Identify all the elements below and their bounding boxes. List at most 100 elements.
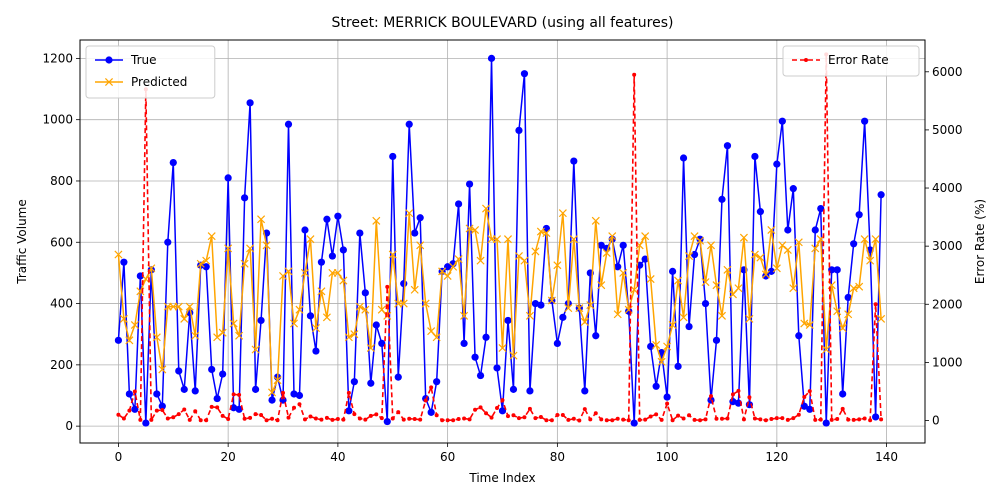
true-point — [701, 299, 710, 308]
predicted-point — [706, 241, 716, 250]
predicted-point — [553, 261, 562, 270]
error-rate-point — [313, 416, 318, 421]
error-rate-point — [846, 417, 851, 422]
predicted-point — [388, 250, 397, 259]
true-point — [224, 174, 232, 182]
true-point — [817, 204, 825, 213]
x-tick-label: 60 — [440, 450, 455, 464]
predicted-point — [125, 336, 134, 345]
error-rate-point — [703, 417, 708, 422]
true-point — [542, 224, 550, 233]
error-rate-point — [248, 415, 253, 420]
predicted-point — [355, 302, 364, 311]
predicted-point — [514, 252, 523, 261]
predicted-point — [333, 268, 342, 277]
predicted-point — [855, 282, 864, 291]
error-rate-point — [741, 417, 746, 422]
predicted-point — [410, 285, 419, 294]
predicted-point — [531, 247, 540, 256]
legend-right: Error Rate — [782, 45, 920, 77]
predicted-point — [372, 216, 381, 225]
error-rate-point — [692, 417, 697, 422]
error-rate-point — [665, 401, 670, 406]
true-point — [460, 339, 468, 347]
true-point — [416, 214, 424, 222]
error-rate-point — [555, 412, 560, 417]
predicted-point — [492, 235, 502, 244]
error-rate-point — [308, 414, 313, 419]
y2-tick-label: 2000 — [932, 297, 963, 311]
error-rate-point — [264, 418, 269, 423]
true-point — [685, 322, 693, 331]
predicted-point — [278, 271, 288, 281]
true-point — [378, 339, 386, 347]
error-rate-point — [758, 417, 763, 422]
predicted-point — [783, 245, 792, 254]
predicted-point — [608, 232, 617, 241]
plot-frame — [79, 39, 926, 444]
error-rate-point — [818, 417, 823, 422]
true-point — [498, 407, 507, 415]
error-rate-point — [187, 417, 192, 422]
error-rate-point — [215, 405, 220, 410]
chart-title: Street: MERRICK BOULEVARD (using all fea… — [332, 15, 674, 31]
predicted-point — [432, 333, 441, 342]
predicted-point — [202, 256, 211, 265]
predicted-point — [366, 343, 375, 353]
error-rate-point — [747, 395, 752, 400]
error-rate-point — [259, 412, 264, 417]
true-point — [180, 385, 188, 393]
predicted-point — [246, 244, 255, 253]
error-rate-point — [599, 417, 604, 422]
error-rate-line — [117, 54, 882, 423]
predicted-point — [322, 313, 331, 322]
predicted-point — [251, 345, 260, 354]
error-rate-point — [851, 417, 856, 422]
true-point — [751, 152, 759, 161]
true-point — [411, 229, 419, 237]
true-point — [762, 272, 770, 280]
predicted-point — [575, 304, 584, 313]
true-point — [465, 180, 474, 188]
true-point — [839, 390, 847, 398]
true-point — [356, 229, 364, 237]
error-rate-point — [654, 412, 659, 417]
predicted-point — [734, 284, 743, 293]
error-rate-point — [149, 417, 154, 422]
error-rate-point — [791, 416, 796, 421]
error-rate-point — [582, 407, 587, 412]
predicted-point — [877, 314, 886, 323]
predicted-point — [268, 388, 277, 397]
true-point — [718, 195, 726, 203]
predicted-point — [717, 311, 727, 320]
true-point — [241, 194, 249, 202]
error-rate-point — [368, 413, 373, 418]
error-rate-point — [412, 417, 417, 422]
error-rate-point — [286, 415, 291, 420]
error-rate-point — [226, 417, 231, 422]
error-rate-point — [714, 416, 719, 421]
predicted-point — [284, 267, 293, 276]
legend-label-error-rate: Error Rate — [828, 53, 889, 67]
true-point — [531, 299, 540, 308]
predicted-point — [383, 311, 392, 320]
error-rate-point — [648, 414, 653, 419]
true-point — [191, 387, 199, 395]
true-point — [455, 200, 463, 208]
error-rate-point — [275, 418, 280, 423]
error-rate-point — [363, 417, 368, 422]
true-point — [652, 382, 660, 390]
predicted-point — [767, 225, 776, 235]
predicted-point — [509, 351, 518, 360]
true-point — [559, 313, 567, 321]
true-point — [301, 226, 309, 234]
predicted-point — [416, 241, 425, 250]
true-point — [268, 396, 276, 404]
error-rate-point — [242, 416, 247, 421]
true-point — [433, 378, 441, 386]
error-rate-point — [840, 406, 845, 411]
true-point — [509, 385, 518, 393]
predicted-point — [520, 256, 529, 265]
error-rate-point — [209, 404, 214, 409]
